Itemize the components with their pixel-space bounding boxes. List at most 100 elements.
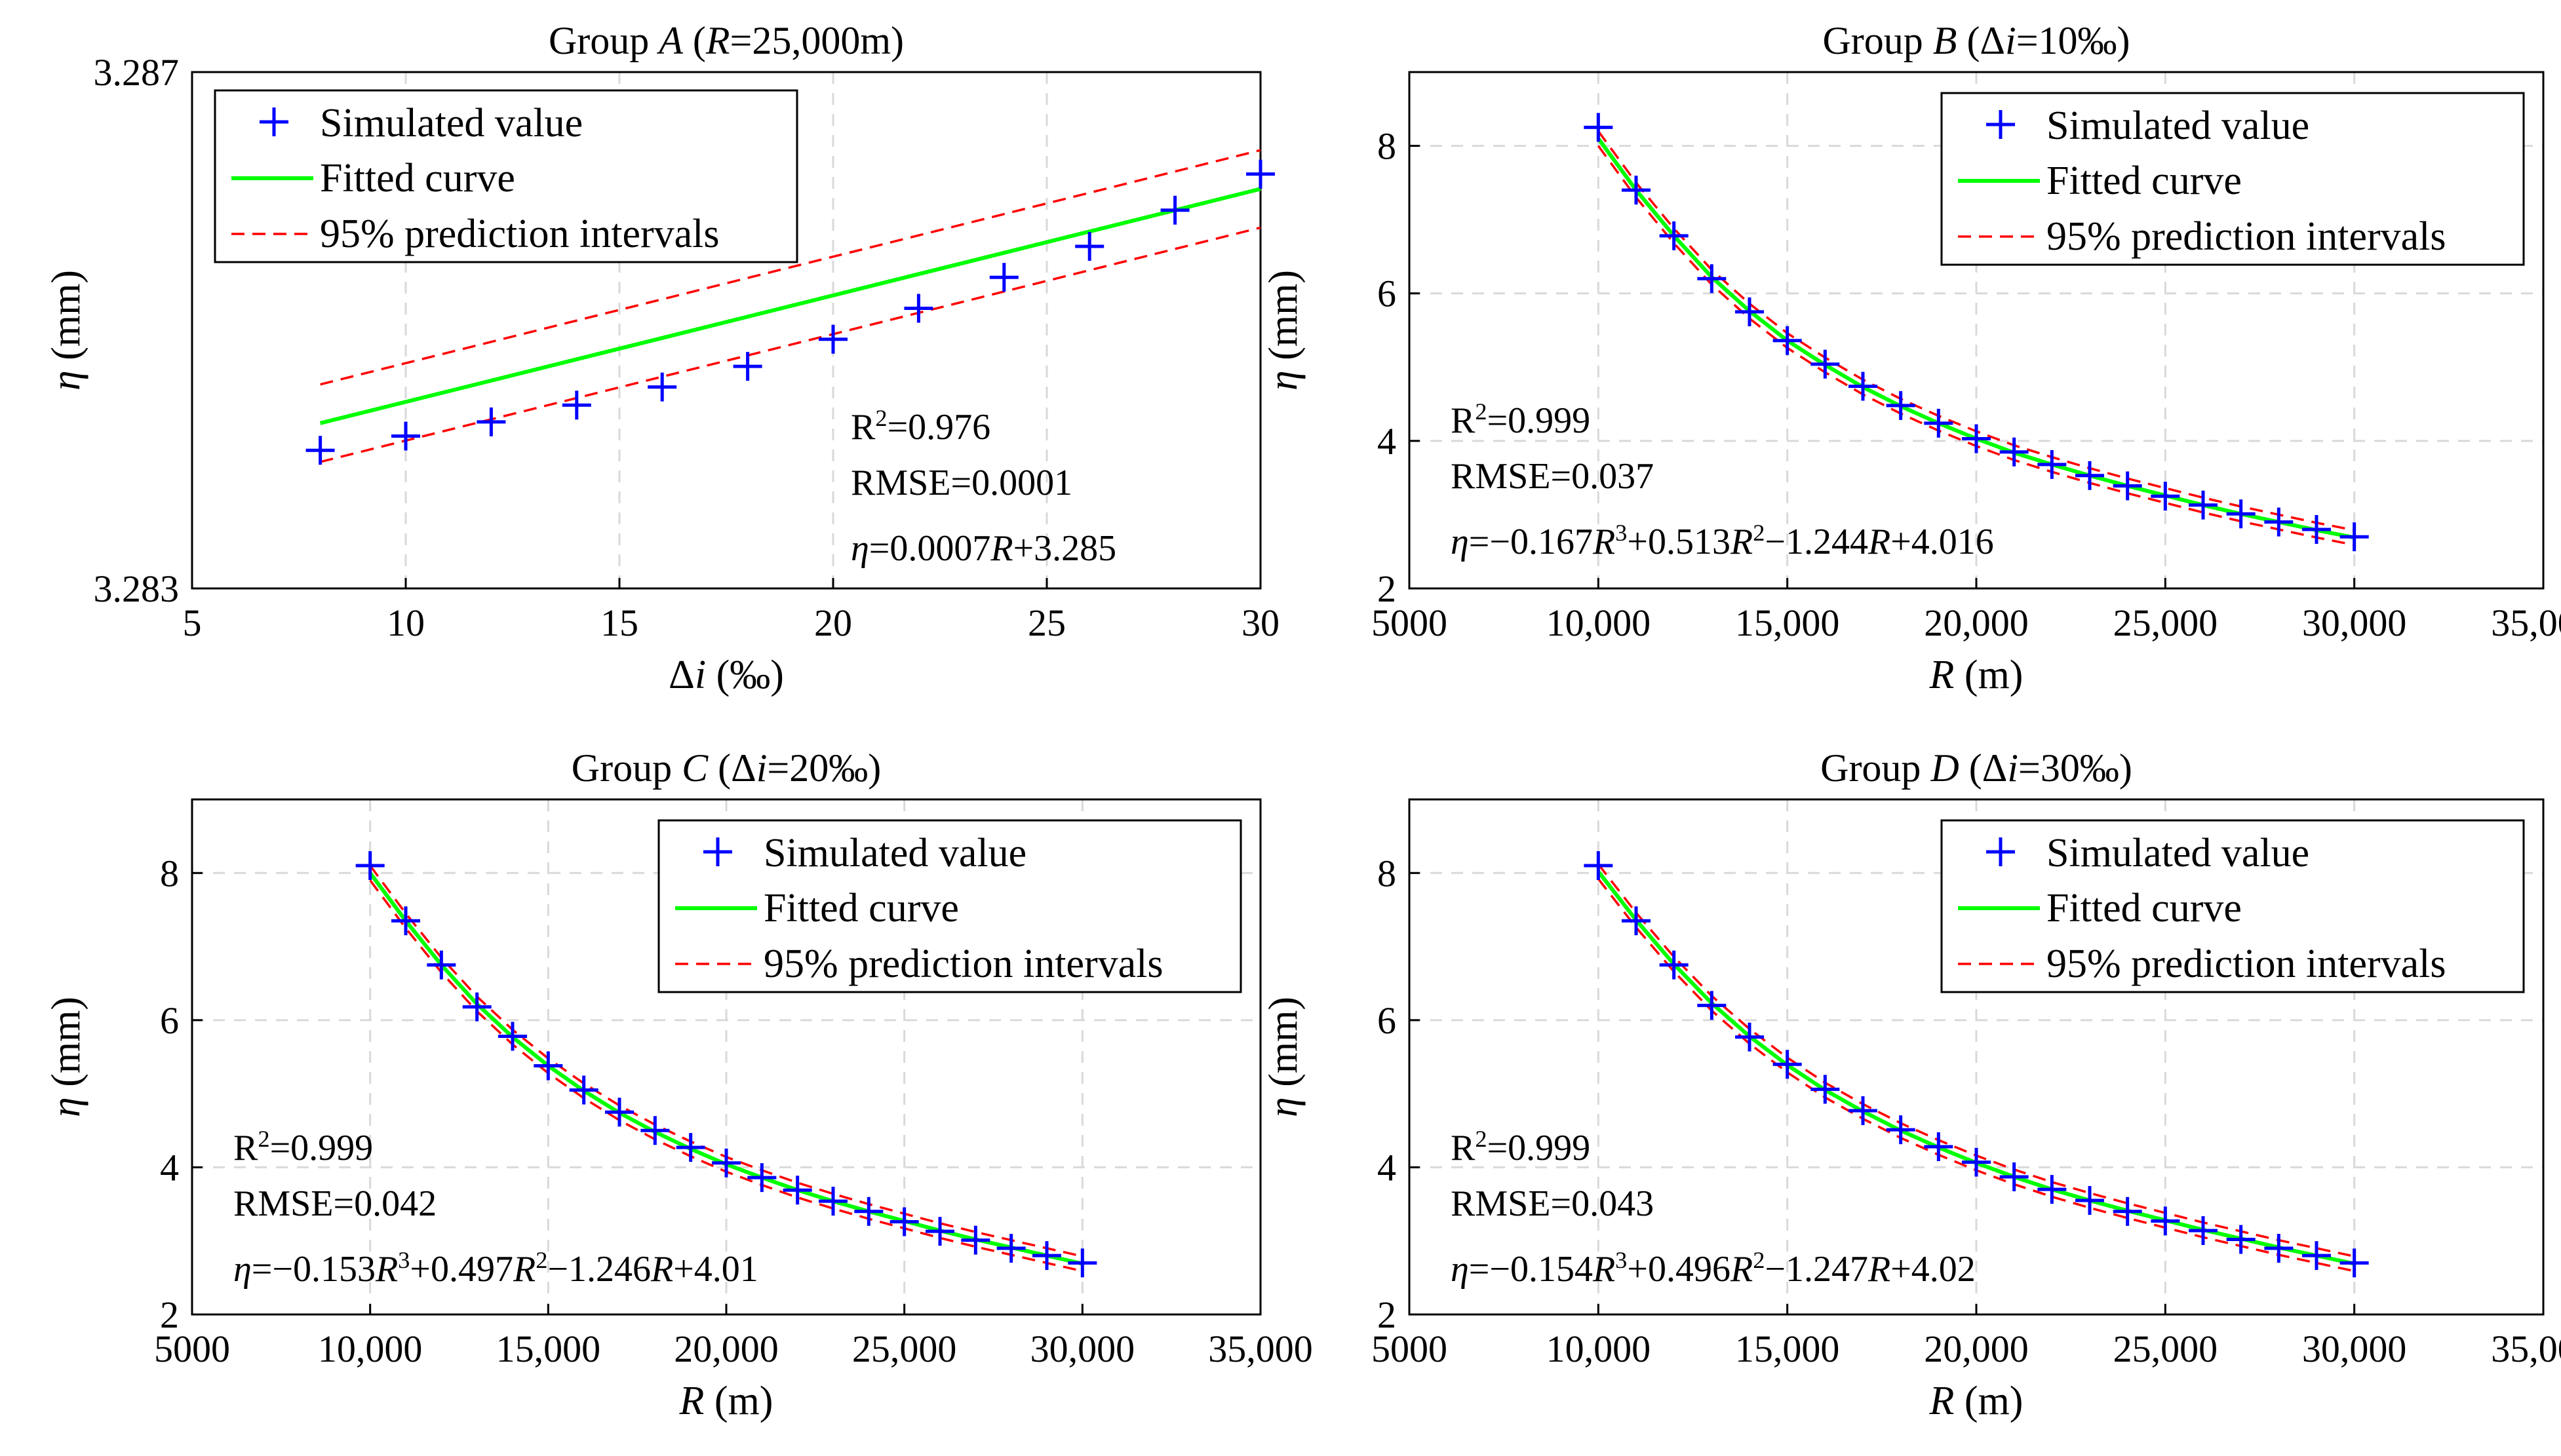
lower-prediction-interval xyxy=(320,226,1261,463)
axes-box xyxy=(191,71,1262,590)
legend: Simulated value Fitted curve 95% predictio… xyxy=(1940,92,2525,266)
x-axis-label: Δi (‰) xyxy=(669,653,784,697)
x-tick-label: 35,000 xyxy=(1208,1328,1313,1370)
panel-b: 5000 10,000 15,000 20,000 25,000 30,000 35,000… xyxy=(1261,19,2561,697)
simulated-point xyxy=(1068,1248,1097,1278)
simulated-point xyxy=(605,1098,634,1127)
simulated-point xyxy=(477,407,506,436)
simulated-point xyxy=(1886,1115,1915,1145)
x-tick-label: 30,000 xyxy=(1030,1328,1135,1370)
simulated-point xyxy=(2226,499,2256,529)
simulated-point xyxy=(260,107,288,136)
x-tick-label: 10 xyxy=(387,602,425,644)
simulated-point xyxy=(534,1051,563,1081)
simulated-point xyxy=(733,352,762,381)
x-tick-label: 10,000 xyxy=(1546,1328,1651,1370)
y-tick-label: 8 xyxy=(1377,852,1396,894)
y-tick-label: 8 xyxy=(1377,125,1396,168)
simulated-point xyxy=(1697,264,1727,294)
fitted-curve xyxy=(319,187,1261,425)
fit-equation: η=−0.154R3+0.496R2−1.247R+4.02 xyxy=(1451,1247,1976,1290)
simulated-point xyxy=(1075,231,1105,261)
simulated-point xyxy=(1848,1096,1877,1125)
simulated-point xyxy=(1924,1132,1953,1161)
simulated-point xyxy=(1962,424,1991,453)
x-tick-label: 5000 xyxy=(154,1328,230,1370)
simulated-point xyxy=(1659,221,1689,250)
rmse-label: RMSE=0.0001 xyxy=(851,463,1072,503)
simulated-point xyxy=(2226,1225,2256,1254)
simulated-point xyxy=(2037,1175,2067,1204)
simulated-point xyxy=(854,1197,884,1226)
legend-fitted-label: Fitted curve xyxy=(764,886,959,930)
simulated-point xyxy=(819,324,848,354)
simulated-point xyxy=(1986,110,2015,139)
x-tick-label: 5000 xyxy=(1371,1328,1447,1370)
simulated-point xyxy=(961,1225,990,1255)
simulated-point xyxy=(2264,507,2294,537)
x-tick-label: 20 xyxy=(814,602,852,644)
legend: Simulated value Fitted curve 95% predictio… xyxy=(214,89,798,263)
simulated-point xyxy=(1659,950,1689,980)
legend-interval-label: 95% prediction intervals xyxy=(2046,942,2446,986)
x-tick-label: 25,000 xyxy=(852,1328,957,1370)
y-tick-label: 2 xyxy=(1377,1293,1396,1336)
fit-equation: η=0.0007R+3.285 xyxy=(851,528,1116,569)
simulated-point xyxy=(1848,372,1877,401)
simulated-point xyxy=(2113,1197,2142,1226)
legend-interval-label: 95% prediction intervals xyxy=(320,212,720,256)
legend: Simulated value Fitted curve 95% predictio… xyxy=(657,819,1242,993)
simulated-point xyxy=(640,1116,670,1145)
simulated-point xyxy=(562,391,591,420)
simulated-point xyxy=(1584,113,1613,142)
r-squared-label: R2=0.999 xyxy=(233,1126,373,1168)
x-tick-label: 15,000 xyxy=(496,1328,601,1370)
simulated-point xyxy=(996,1233,1026,1263)
y-tick-label: 2 xyxy=(1377,567,1396,610)
simulated-point xyxy=(391,421,420,451)
x-tick-label: 10,000 xyxy=(1546,602,1651,644)
simulated-point xyxy=(648,372,677,402)
simulated-point xyxy=(676,1133,705,1162)
x-tick-label: 15,000 xyxy=(1735,1328,1840,1370)
x-tick-label: 30,000 xyxy=(2302,1328,2407,1370)
simulated-point xyxy=(712,1148,741,1178)
x-tick-label: 25 xyxy=(1028,602,1066,644)
simulated-point xyxy=(1772,326,1802,355)
simulated-point xyxy=(1246,159,1275,189)
simulated-point xyxy=(1999,1162,2029,1192)
x-tick-label: 30,000 xyxy=(2302,602,2407,644)
y-tick-label: 3.287 xyxy=(94,51,180,94)
panel-d: 5000 10,000 15,000 20,000 25,000 30,000 35,000… xyxy=(1261,746,2561,1423)
rmse-label: RMSE=0.037 xyxy=(1451,456,1654,497)
simulated-point xyxy=(462,992,492,1022)
x-tick-label: 5000 xyxy=(1371,602,1447,644)
legend-simulated-label: Simulated value xyxy=(2046,831,2309,875)
x-tick-label: 30 xyxy=(1241,602,1280,644)
simulated-point xyxy=(1810,1075,1840,1104)
rmse-label: RMSE=0.042 xyxy=(233,1183,437,1224)
x-tick-label: 15 xyxy=(600,602,638,644)
x-tick-label: 20,000 xyxy=(1924,602,2029,644)
chart-title: Group A (R=25,000m) xyxy=(549,19,904,62)
legend-simulated-label: Simulated value xyxy=(2046,104,2309,148)
y-tick-label: 4 xyxy=(1377,420,1396,463)
y-tick-label: 4 xyxy=(1377,1146,1396,1189)
r-squared-label: R2=0.999 xyxy=(1451,1126,1590,1168)
y-tick-label: 6 xyxy=(160,999,179,1042)
panel-a: 5 10 15 20 25 30 3.283 3.287 Group A (R=25,000m)… xyxy=(44,19,1280,697)
chart-title: Group C (Δi=20‰) xyxy=(572,746,881,790)
simulated-point xyxy=(569,1075,598,1105)
legend-interval-label: 95% prediction intervals xyxy=(2046,214,2446,259)
simulated-point xyxy=(2151,1206,2180,1236)
simulated-point xyxy=(747,1163,777,1193)
simulated-point xyxy=(1999,437,2029,467)
simulated-point xyxy=(1735,1022,1764,1052)
simulated-point xyxy=(2339,522,2369,552)
legend-simulated-label: Simulated value xyxy=(320,101,583,145)
simulated-point xyxy=(2113,471,2142,501)
y-axis-label: η (mm) xyxy=(44,997,88,1117)
y-axis-label: η (mm) xyxy=(1261,270,1306,391)
simulated-point xyxy=(989,263,1019,292)
simulated-point xyxy=(391,906,420,936)
